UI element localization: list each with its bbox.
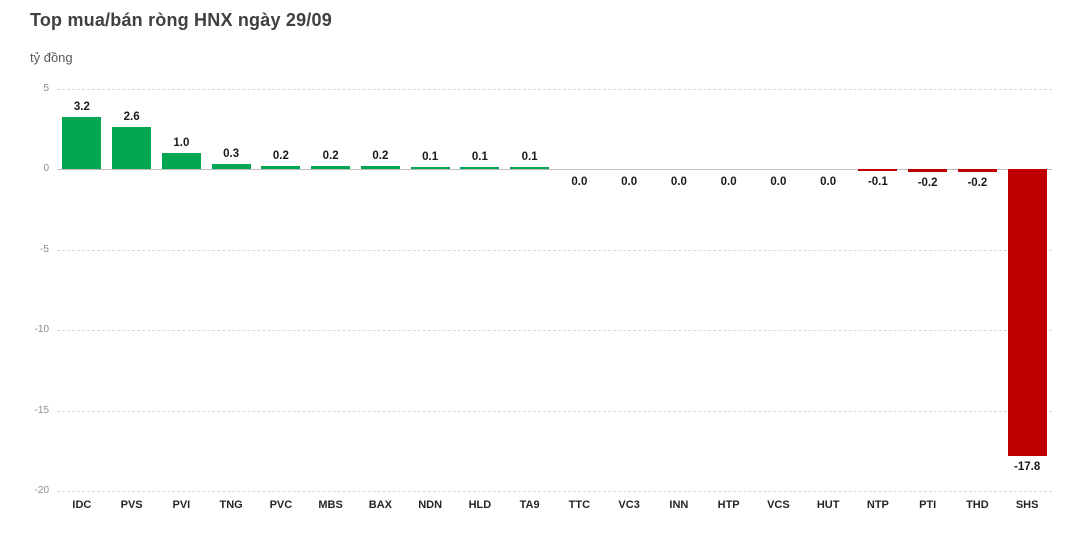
bar-hld — [460, 167, 500, 169]
gridline — [57, 88, 1052, 90]
y-axis-tick-label: 0 — [43, 163, 49, 174]
x-axis-label: MBS — [318, 499, 343, 511]
bar-value-label: -0.2 — [967, 177, 988, 190]
x-axis-label: PVS — [120, 499, 143, 511]
x-axis-label: VCS — [767, 499, 790, 511]
x-axis-label: VC3 — [618, 499, 640, 511]
bar-value-label: 3.2 — [73, 101, 90, 114]
bar-value-label: 1.0 — [173, 136, 190, 149]
y-axis-tick-label: -15 — [34, 404, 49, 416]
x-axis-label: HTP — [717, 499, 740, 511]
zero-axis-line — [57, 169, 1052, 170]
x-axis-label: NDN — [418, 499, 443, 511]
bar-value-label: 0.0 — [770, 176, 787, 188]
bar-value-label: 0.1 — [471, 151, 488, 164]
bar-value-label: 0.2 — [272, 149, 289, 162]
bar-pvs — [112, 127, 152, 169]
gridline — [57, 249, 1052, 251]
bar-ndn — [410, 167, 450, 169]
bar-ta9 — [510, 167, 550, 169]
gridline — [57, 410, 1052, 412]
gridline — [57, 491, 1052, 492]
bar-value-label: 0.3 — [223, 148, 240, 161]
x-axis-label: SHS — [1015, 499, 1039, 511]
x-axis-label: TA9 — [519, 499, 540, 511]
x-axis-label: THD — [966, 499, 989, 511]
bar-value-label: 0.0 — [571, 176, 588, 188]
bar-idc — [62, 117, 102, 169]
x-axis-label: IDC — [72, 499, 92, 511]
y-axis-tick-label: -5 — [40, 243, 49, 255]
bar-value-label: 0.2 — [322, 149, 339, 162]
bar-pvc — [261, 165, 301, 169]
chart-unit-label: tỷ đồng — [30, 50, 73, 65]
bar-value-label: 2.6 — [123, 111, 140, 124]
chart-title: Top mua/bán ròng HNX ngày 29/09 — [30, 10, 332, 30]
bar-thd — [957, 169, 997, 173]
x-axis-label: BAX — [368, 499, 392, 511]
bar-value-label: 0.2 — [372, 149, 389, 162]
bar-value-label: 0.0 — [670, 176, 687, 188]
bar-mbs — [311, 165, 351, 169]
bar-value-label: -17.8 — [1014, 460, 1041, 473]
bar-value-label: 0.0 — [820, 176, 837, 188]
x-axis-label: PTI — [919, 499, 937, 511]
y-axis-tick-label: -20 — [34, 485, 49, 496]
x-axis-label: PVC — [269, 499, 293, 511]
bar-value-label: 0.1 — [422, 151, 439, 164]
bar-value-label: 0.0 — [720, 176, 737, 188]
x-axis-label: TNG — [219, 499, 243, 511]
bar-pvi — [161, 152, 201, 169]
x-axis-label: NTP — [866, 499, 889, 511]
x-axis-label: INN — [669, 499, 689, 511]
bar-tng — [211, 164, 251, 169]
x-axis-label: TTC — [568, 499, 591, 511]
gridline — [57, 330, 1052, 331]
bar-bax — [360, 165, 400, 169]
bar-pti — [908, 169, 948, 173]
bar-value-label: -0.1 — [867, 175, 888, 188]
y-axis-tick-label: -10 — [34, 324, 49, 335]
x-axis-label: HUT — [816, 499, 840, 511]
y-axis-tick-label: 5 — [43, 82, 49, 94]
bar-value-label: -0.2 — [917, 177, 938, 190]
bar-value-label: 0.0 — [621, 176, 638, 188]
x-axis-label: HLD — [468, 499, 492, 511]
bar-shs — [1007, 169, 1047, 456]
x-axis-label: PVI — [172, 499, 191, 511]
bar-ntp — [858, 169, 898, 171]
bar-value-label: 0.1 — [521, 151, 538, 164]
